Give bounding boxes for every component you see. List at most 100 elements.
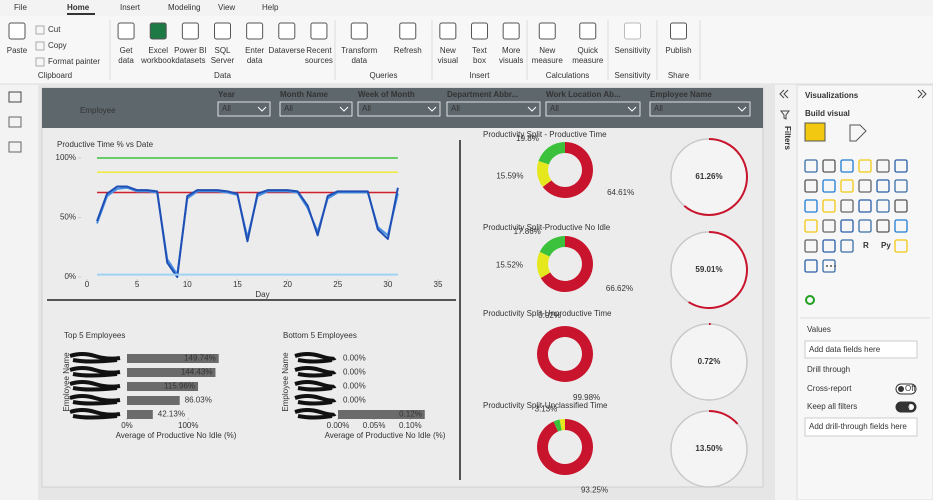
more-dot[interactable] [834,265,836,267]
ribbon-icon[interactable] [502,22,520,40]
ribbon-button-label[interactable]: Power BI [174,46,206,55]
slicer-dropdown[interactable] [357,101,441,117]
ribbon-button-label[interactable]: data [118,56,134,65]
placeholder[interactable]: Add data fields here [809,345,881,354]
ribbon-button-label[interactable]: data [247,56,263,65]
visual-type-icon[interactable] [876,199,890,213]
placeholder[interactable]: Add drill-through fields here [809,422,907,431]
ribbon-button-label[interactable]: measure [532,56,564,65]
slicer-value[interactable]: All [654,104,663,113]
ribbon-button-label[interactable]: Get [120,46,134,55]
ribbon-button-label[interactable]: datasets [175,56,205,65]
visual-type-icon[interactable] [858,219,872,233]
slicer-value[interactable]: All [222,104,231,113]
ribbon-button-label[interactable]: Paste [7,46,28,55]
ribbon-button-label[interactable]: Sensitivity [614,46,650,55]
ribbon-icon[interactable] [149,22,167,40]
ribbon-button-label[interactable]: New [440,46,456,55]
slicer-value[interactable]: All [284,104,293,113]
visual-type-icon[interactable] [804,259,818,273]
visual-type-icon[interactable] [804,239,818,253]
ribbon-button-label[interactable]: Excel [148,46,168,55]
small-icon[interactable] [35,25,45,35]
more-dot[interactable] [830,265,832,267]
ribbon-icon[interactable] [538,22,556,40]
ribbon-button-label[interactable]: Server [211,56,235,65]
visual-type-icon[interactable] [840,159,854,173]
filters-strip[interactable] [775,85,797,500]
ribbon-button-label[interactable]: sources [305,56,333,65]
collapse-icon[interactable] [779,89,789,99]
ribbon-button-label[interactable]: SQL [214,46,231,55]
ribbon-small-button[interactable]: Cut [48,25,61,34]
ribbon-small-button[interactable]: Format painter [48,57,100,66]
expand-icon[interactable] [917,89,927,99]
visual-type-icon[interactable] [822,179,836,193]
ribbon-icon[interactable] [117,22,135,40]
field-well[interactable] [804,417,918,437]
small-icon[interactable] [35,57,45,67]
ribbon-button-label[interactable]: More [502,46,521,55]
ribbon-button-label[interactable]: Enter [245,46,264,55]
visual-type-icon[interactable] [858,199,872,213]
ribbon-tab[interactable]: Home [67,3,90,12]
visual-type-icon[interactable] [894,219,908,233]
visual-type-icon[interactable] [840,179,854,193]
ribbon-button-label[interactable]: Publish [665,46,691,55]
slicer-value[interactable]: All [550,104,559,113]
ribbon-icon[interactable] [350,22,368,40]
visual-type-icon[interactable] [822,199,836,213]
visual-type-icon-label[interactable]: Py [881,241,891,250]
ribbon-button-label[interactable]: Dataverse [269,46,306,55]
ribbon-icon[interactable] [310,22,328,40]
visual-type-icon[interactable] [894,179,908,193]
slicer-dropdown[interactable] [217,101,271,117]
visual-type-icon-label[interactable]: R [863,241,869,250]
more-dot[interactable] [826,265,828,267]
ribbon-tab[interactable]: Modeling [168,3,200,12]
visual-type-icon[interactable] [822,239,836,253]
ribbon-tab[interactable]: File [14,3,27,12]
ribbon-button-label[interactable]: Recent [306,46,332,55]
visual-type-icon[interactable] [804,199,818,213]
visual-type-icon[interactable] [804,179,818,193]
ribbon-tab[interactable]: Help [262,3,279,12]
visual-type-icon[interactable] [840,239,854,253]
field-well[interactable] [804,340,918,359]
format-visual-icon[interactable] [849,124,867,142]
ribbon-icon[interactable] [399,22,417,40]
ribbon-tab[interactable]: View [218,3,235,12]
ribbon-icon[interactable] [579,22,597,40]
ribbon-icon[interactable] [624,22,641,40]
ribbon-button-label[interactable]: Quick [578,46,599,55]
visual-type-icon[interactable] [858,179,872,193]
ribbon-icon[interactable] [246,22,264,40]
table-view-icon[interactable] [8,116,22,128]
visual-type-icon[interactable] [858,159,872,173]
ribbon-button-label[interactable]: box [473,56,486,65]
ribbon-icon[interactable] [8,22,26,40]
slicer-dropdown[interactable] [279,101,353,117]
small-icon[interactable] [35,41,45,51]
visual-type-icon[interactable] [822,159,836,173]
slicer-value[interactable]: All [362,104,371,113]
visual-type-icon[interactable] [822,219,836,233]
ribbon-button-label[interactable]: Transform [341,46,377,55]
build-visual-icon[interactable] [804,122,826,142]
ribbon-button-label[interactable]: New [539,46,555,55]
slicer-dropdown[interactable] [446,101,541,117]
visual-type-icon[interactable] [804,159,818,173]
visual-type-icon[interactable] [894,239,908,253]
ribbon-icon[interactable] [181,22,199,40]
ribbon-button-label[interactable]: visuals [499,56,523,65]
ribbon-button-label[interactable]: workbook [140,56,176,65]
visual-type-icon[interactable] [840,219,854,233]
ribbon-button-label[interactable]: Text [472,46,487,55]
ribbon-small-button[interactable]: Copy [48,41,67,50]
ribbon-button-label[interactable]: measure [572,56,604,65]
visual-type-icon[interactable] [804,219,818,233]
ribbon-button-label[interactable]: visual [438,56,459,65]
ribbon-button-label[interactable]: data [351,56,367,65]
visual-type-icon[interactable] [876,159,890,173]
slicer-value[interactable]: All [451,104,460,113]
